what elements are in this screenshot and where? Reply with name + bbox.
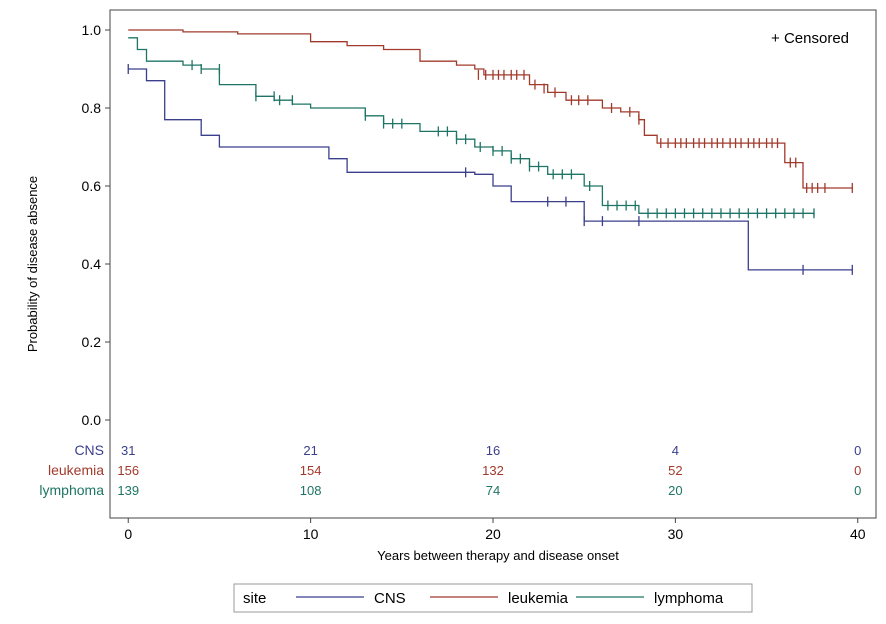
legend-label-leukemia: leukemia <box>508 590 569 607</box>
risk-row-label: lymphoma <box>39 482 104 498</box>
risk-count: 21 <box>303 443 317 458</box>
legend-title: site <box>243 590 266 607</box>
y-tick-label: 0.6 <box>82 178 102 194</box>
y-axis: 0.0 0.2 0.4 0.6 0.8 1.0 <box>82 22 110 428</box>
risk-table: CNS 31 21 16 4 0 leukemia 156 154 132 52 0 lymphoma 1… <box>39 442 861 498</box>
legend-frame <box>233 583 753 613</box>
risk-count: 156 <box>117 463 139 478</box>
risk-count: 52 <box>668 463 682 478</box>
x-tick-label: 0 <box>124 526 132 542</box>
censor-marks <box>127 60 853 275</box>
y-tick-label: 1.0 <box>82 22 102 38</box>
x-tick-label: 40 <box>850 526 866 542</box>
risk-row-label: leukemia <box>48 462 104 478</box>
risk-count: 0 <box>854 463 861 478</box>
y-tick-label: 0.8 <box>82 100 102 116</box>
y-tick-label: 0.0 <box>82 412 102 428</box>
risk-row-label: CNS <box>74 442 104 458</box>
risk-count: 0 <box>854 443 861 458</box>
x-tick-label: 10 <box>303 526 319 542</box>
risk-count: 139 <box>117 483 139 498</box>
risk-count: 31 <box>121 443 135 458</box>
risk-count: 20 <box>668 483 682 498</box>
risk-count: 154 <box>300 463 322 478</box>
curve-CNS <box>128 68 853 271</box>
risk-count: 0 <box>854 483 861 498</box>
curve-leukemia <box>128 29 853 189</box>
y-tick-label: 0.4 <box>82 256 102 272</box>
y-axis-label: Probability of disease absence <box>25 176 40 352</box>
x-axis: 0 10 20 30 40 <box>124 518 866 542</box>
censored-annotation: + Censored <box>771 30 849 47</box>
y-tick-label: 0.2 <box>82 334 102 350</box>
legend-label-lymphoma: lymphoma <box>654 590 724 607</box>
x-tick-label: 30 <box>668 526 684 542</box>
x-axis-label: Years between therapy and disease onset <box>377 548 619 563</box>
legend: site CNS leukemia lymphoma <box>233 583 753 613</box>
x-tick-label: 20 <box>485 526 501 542</box>
risk-count: 74 <box>486 483 500 498</box>
risk-count: 16 <box>486 443 500 458</box>
risk-count: 108 <box>300 483 322 498</box>
legend-label-CNS: CNS <box>374 590 406 607</box>
plot-frame <box>109 9 877 519</box>
risk-count: 4 <box>672 443 679 458</box>
risk-count: 132 <box>482 463 504 478</box>
